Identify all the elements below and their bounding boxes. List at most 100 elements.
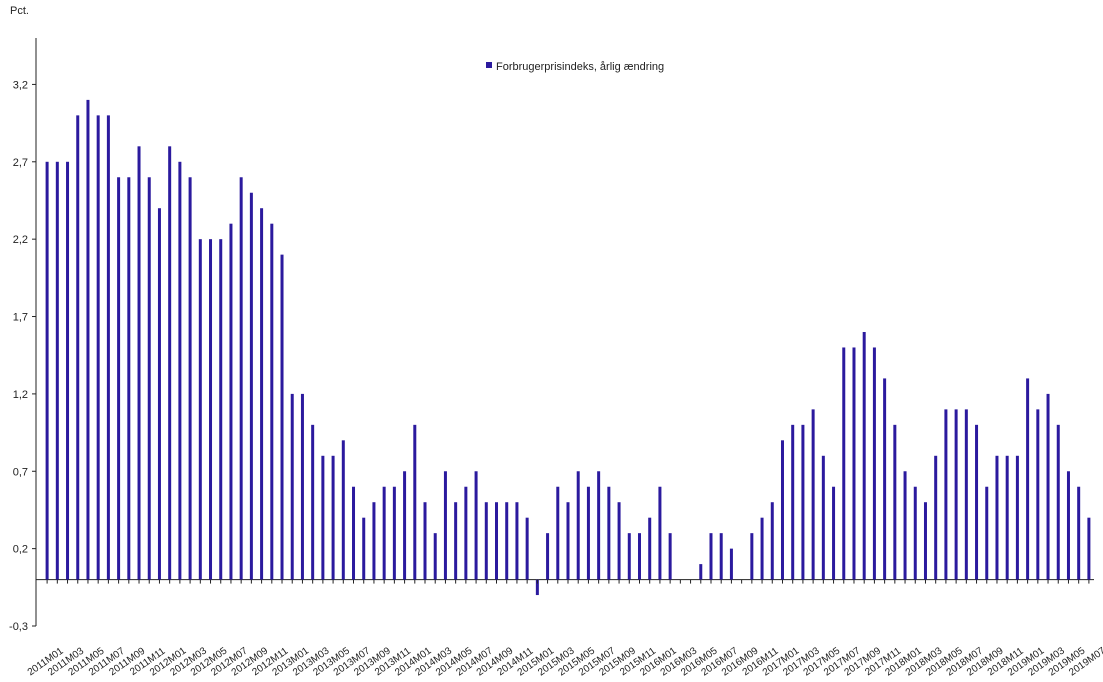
bar-2016M05	[699, 564, 703, 580]
y-tick-label: 3,2	[13, 79, 28, 91]
bar-2011M03	[66, 161, 70, 580]
legend: Forbrugerprisindeks, årlig ændring	[486, 61, 664, 73]
bar-2019M01	[1026, 378, 1030, 580]
bar-2014M06	[464, 486, 468, 580]
bar-2019M02	[1036, 409, 1040, 580]
bar-2013M12	[403, 471, 407, 580]
bar-2018M01	[903, 471, 907, 580]
bar-2015M09	[617, 502, 621, 580]
bar-2018M02	[913, 486, 917, 580]
bar-2011M10	[137, 146, 141, 580]
bar-2015M08	[607, 486, 611, 580]
bar-2012M03	[188, 177, 192, 580]
bar-2019M04	[1056, 424, 1060, 580]
bar-2016M11	[760, 517, 764, 580]
bar-2016M12	[770, 502, 774, 580]
bar-2012M10	[260, 208, 264, 580]
bar-2017M10	[872, 347, 876, 580]
bar-2019M03	[1046, 393, 1050, 580]
y-tick-label: 1,7	[13, 312, 28, 324]
bar-2015M01	[535, 579, 539, 596]
y-tick-label: 0,7	[13, 466, 28, 478]
bar-2019M05	[1066, 471, 1070, 580]
y-tick-label: 1,2	[13, 389, 28, 401]
bar-2014M10	[505, 502, 509, 580]
bar-2012M08	[239, 177, 243, 580]
bar-2012M11	[270, 223, 274, 580]
bar-2012M06	[219, 239, 223, 580]
bar-2011M08	[117, 177, 121, 580]
bar-2014M09	[495, 502, 499, 580]
bar-2017M02	[791, 424, 795, 580]
bar-2012M02	[178, 161, 182, 580]
bar-2015M04	[566, 502, 570, 580]
bar-2014M12	[525, 517, 529, 580]
bar-2015M02	[546, 533, 550, 580]
bar-2015M07	[597, 471, 601, 580]
bar-2013M06	[341, 440, 345, 580]
bar-2013M09	[372, 502, 376, 580]
bar-2011M11	[147, 177, 151, 580]
bar-2012M12	[280, 254, 284, 580]
bar-2013M11	[392, 486, 396, 580]
bar-2014M11	[515, 502, 519, 580]
bar-2011M01	[45, 161, 49, 580]
bar-2012M01	[168, 146, 172, 580]
legend-swatch	[486, 62, 492, 68]
bar-2013M07	[352, 486, 356, 580]
bar-2011M09	[127, 177, 131, 580]
bar-2012M07	[229, 223, 233, 580]
bar-2017M03	[801, 424, 805, 580]
bar-2018M12	[1015, 455, 1019, 580]
bar-2018M06	[954, 409, 958, 580]
bar-2012M05	[209, 239, 213, 580]
bar-2016M07	[719, 533, 723, 580]
y-axis-ticks: -0,3 0,2 0,7 1,2 1,7 2,2 2,7 3,2	[9, 79, 36, 633]
bar-2019M07	[1087, 517, 1091, 580]
bar-2018M09	[985, 486, 989, 580]
y-tick-label: 2,7	[13, 157, 28, 169]
x-axis-ticks: 2011M012011M032011M052011M072011M092011M…	[26, 579, 1103, 678]
bar-2011M07	[106, 115, 110, 580]
bar-2016M06	[709, 533, 713, 580]
bar-2017M12	[893, 424, 897, 580]
bar-2016M08	[729, 548, 733, 580]
bar-2013M04	[321, 455, 325, 580]
bar-2019M06	[1077, 486, 1081, 580]
bar-2011M04	[76, 115, 80, 580]
bar-2017M08	[852, 347, 856, 580]
y-tick-label: -0,3	[9, 621, 28, 633]
y-tick-label: 2,2	[13, 234, 28, 246]
bar-2018M07	[964, 409, 968, 580]
bar-2017M04	[811, 409, 815, 580]
y-tick-label: 0,2	[13, 544, 28, 556]
bar-2015M10	[627, 533, 631, 580]
bar-2017M06	[832, 486, 836, 580]
bar-2016M02	[668, 533, 672, 580]
bar-2014M04	[443, 471, 447, 580]
bar-2013M03	[311, 424, 315, 580]
bar-2017M01	[780, 440, 784, 580]
bar-2012M09	[249, 192, 253, 580]
bar-2011M02	[55, 161, 59, 580]
bar-2015M12	[648, 517, 652, 580]
bar-2018M03	[923, 502, 927, 580]
bar-series	[45, 99, 1091, 596]
bar-2013M10	[382, 486, 386, 580]
bar-2015M11	[637, 533, 641, 580]
bar-2015M06	[586, 486, 590, 580]
bar-2018M04	[934, 455, 938, 580]
bar-2014M05	[454, 502, 458, 580]
bar-2011M12	[157, 208, 161, 580]
bar-2018M05	[944, 409, 948, 580]
bar-2012M04	[198, 239, 202, 580]
bar-2016M01	[658, 486, 662, 580]
bar-2013M05	[331, 455, 335, 580]
bar-2017M11	[883, 378, 887, 580]
bar-2017M09	[862, 332, 866, 580]
bar-2018M11	[1005, 455, 1009, 580]
bar-2016M10	[750, 533, 754, 580]
legend-label: Forbrugerprisindeks, årlig ændring	[496, 61, 664, 73]
bar-2018M08	[975, 424, 979, 580]
